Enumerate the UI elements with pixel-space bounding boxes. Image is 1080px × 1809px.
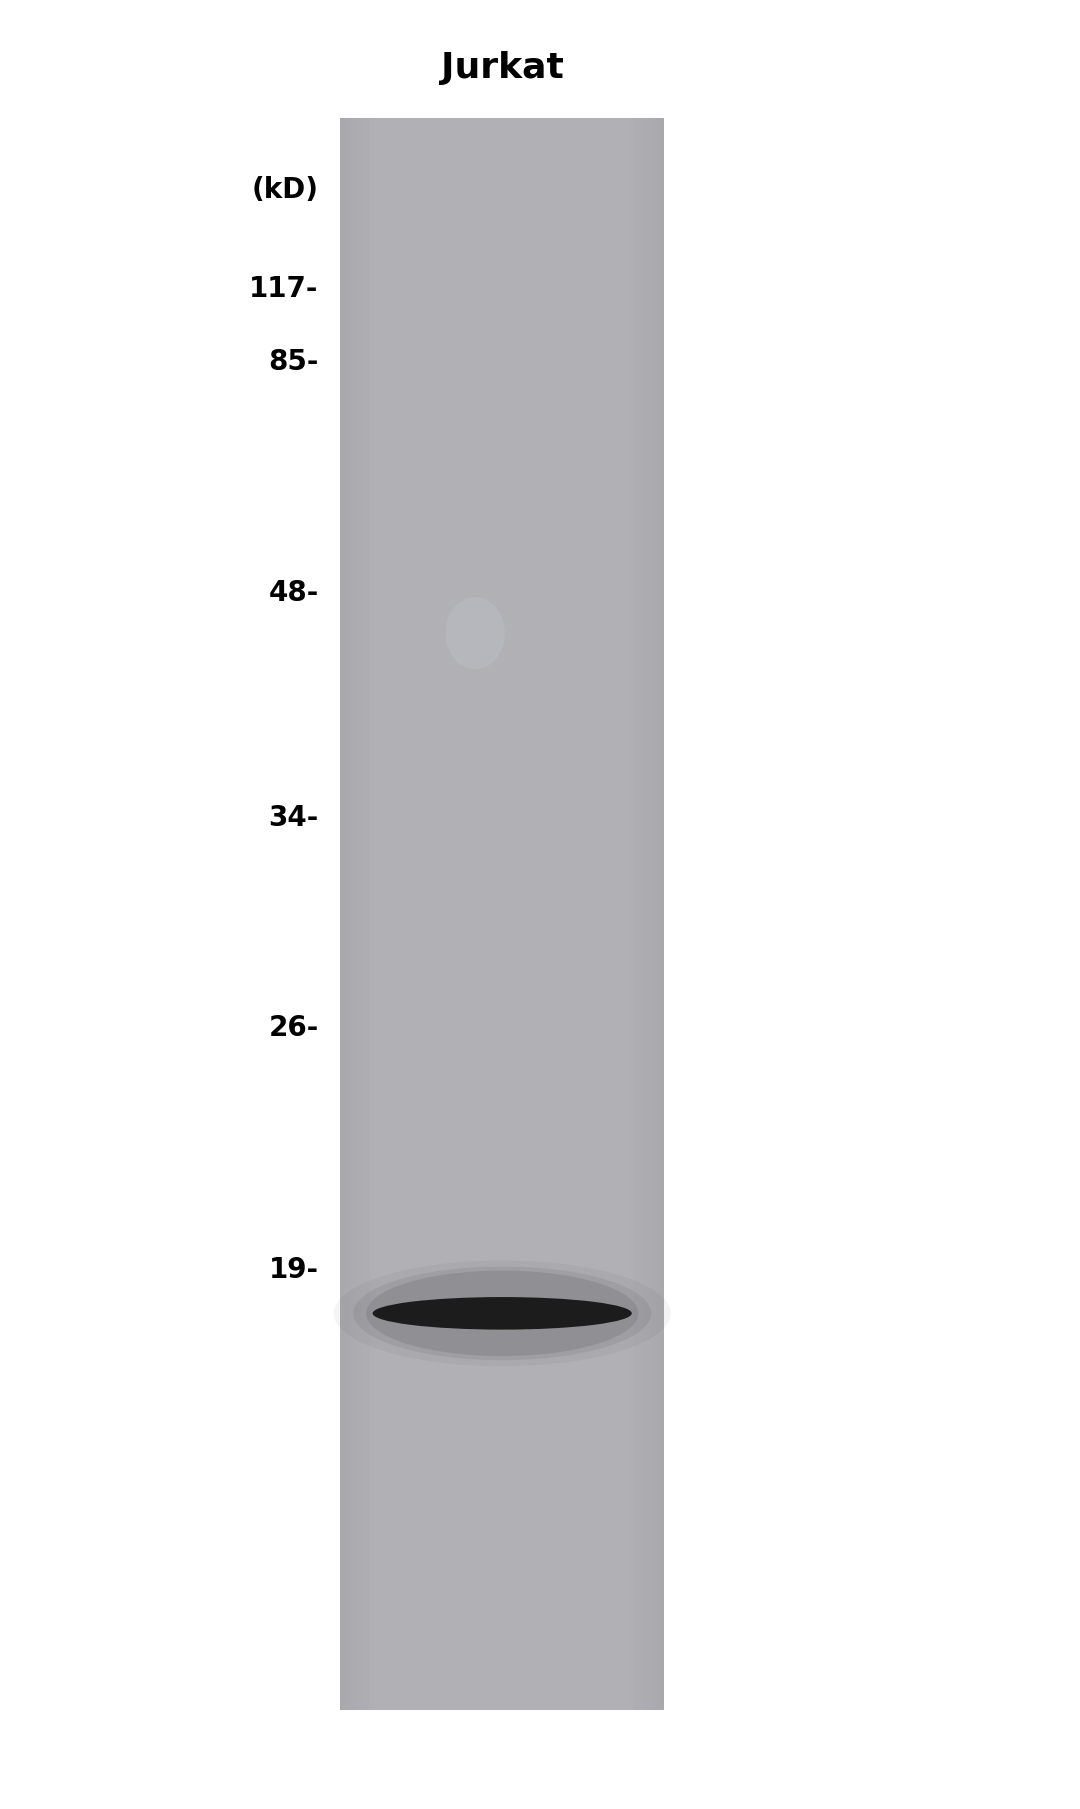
- Bar: [660, 118, 664, 1710]
- Bar: [357, 118, 362, 1710]
- Ellipse shape: [446, 597, 504, 669]
- Bar: [362, 118, 366, 1710]
- Bar: [370, 118, 375, 1710]
- Bar: [630, 118, 634, 1710]
- Bar: [638, 118, 643, 1710]
- Ellipse shape: [373, 1297, 632, 1330]
- Ellipse shape: [353, 1266, 651, 1360]
- Bar: [651, 118, 656, 1710]
- Bar: [656, 118, 660, 1710]
- Bar: [634, 118, 638, 1710]
- Text: Jurkat: Jurkat: [441, 51, 564, 85]
- Text: 85-: 85-: [268, 347, 319, 376]
- Ellipse shape: [334, 1261, 671, 1366]
- Bar: [345, 118, 349, 1710]
- Bar: [366, 118, 370, 1710]
- Text: 26-: 26-: [268, 1013, 319, 1042]
- Text: 19-: 19-: [269, 1255, 319, 1284]
- Bar: [340, 118, 345, 1710]
- Text: 117-: 117-: [249, 275, 319, 304]
- Bar: [353, 118, 357, 1710]
- Ellipse shape: [366, 1270, 638, 1357]
- Text: 48-: 48-: [268, 579, 319, 608]
- Bar: [643, 118, 647, 1710]
- Bar: [349, 118, 353, 1710]
- Bar: [647, 118, 651, 1710]
- Text: (kD): (kD): [252, 175, 319, 204]
- Text: 34-: 34-: [268, 803, 319, 832]
- Bar: [340, 118, 664, 1710]
